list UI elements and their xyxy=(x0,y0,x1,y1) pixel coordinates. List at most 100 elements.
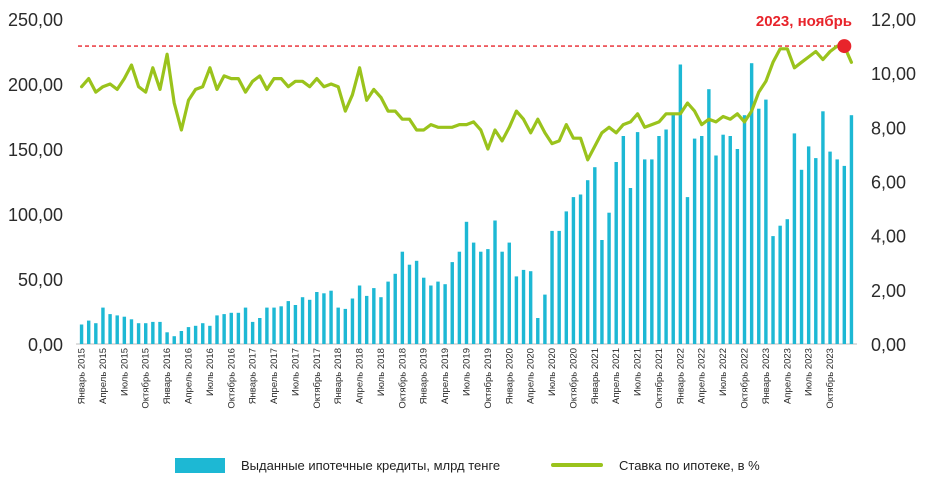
bar xyxy=(600,240,604,344)
left-tick-label: 0,00 xyxy=(28,335,63,355)
bar xyxy=(821,111,825,344)
bar xyxy=(279,306,283,344)
bar xyxy=(664,129,668,344)
legend-bar-label: Выданные ипотечные кредиты, млрд тенге xyxy=(241,457,501,473)
x-tick-label: Январь 2015 xyxy=(77,348,88,404)
right-tick-label: 10,00 xyxy=(871,64,916,84)
legend-line-label: Ставка по ипотеке, в % xyxy=(619,457,760,473)
bar xyxy=(849,115,854,344)
bar xyxy=(493,220,497,344)
bar xyxy=(322,293,326,344)
bar xyxy=(229,312,233,344)
bar xyxy=(115,315,119,344)
left-tick-label: 200,00 xyxy=(8,75,63,95)
right-tick-label: 8,00 xyxy=(871,118,906,138)
bar xyxy=(814,158,818,344)
x-tick-label: Июль 2020 xyxy=(547,348,558,396)
bar xyxy=(550,230,554,344)
bar xyxy=(307,299,312,344)
legend-line: Ставка по ипотеке, в % xyxy=(551,455,760,475)
left-axis-ticks: 0,00 50,00 100,00 150,00 200,00 250,00 xyxy=(8,10,63,355)
bar xyxy=(714,155,718,344)
right-tick-label: 12,00 xyxy=(871,10,916,30)
x-tick-label: Октябрь 2021 xyxy=(654,348,665,409)
bar xyxy=(243,307,248,344)
bar xyxy=(158,321,162,344)
x-tick-label: Октябрь 2018 xyxy=(397,348,408,409)
bar xyxy=(329,290,333,344)
bar xyxy=(208,325,212,344)
x-tick-label: Апрель 2021 xyxy=(611,348,622,404)
x-tick-label: Октябрь 2016 xyxy=(226,348,237,409)
x-tick-label: Апрель 2020 xyxy=(526,348,537,404)
legend-bar-swatch xyxy=(175,457,225,473)
bar xyxy=(479,251,483,344)
x-tick-label: Январь 2019 xyxy=(419,348,430,404)
bar xyxy=(186,327,191,344)
bar xyxy=(429,285,433,344)
x-tick-label: Июль 2017 xyxy=(290,348,301,396)
bar xyxy=(528,271,533,344)
bar xyxy=(400,251,405,344)
bar xyxy=(543,294,547,344)
x-tick-label: Апрель 2015 xyxy=(98,348,109,404)
bar xyxy=(707,89,711,344)
bar xyxy=(471,242,476,344)
x-tick-label: Январь 2023 xyxy=(761,348,772,404)
bar xyxy=(514,276,519,344)
bar xyxy=(835,159,839,344)
bar xyxy=(215,315,219,344)
bar xyxy=(657,136,661,344)
x-tick-label: Июль 2018 xyxy=(376,348,387,396)
left-tick-label: 250,00 xyxy=(8,10,63,30)
bar xyxy=(764,99,768,344)
x-tick-label: Апрель 2022 xyxy=(697,348,708,404)
bar xyxy=(129,319,134,344)
bar xyxy=(179,331,184,344)
x-tick-label: Июль 2015 xyxy=(119,348,130,396)
bar xyxy=(721,134,725,344)
bar xyxy=(293,305,298,344)
bar xyxy=(578,194,583,344)
bar xyxy=(286,301,290,344)
bar xyxy=(79,324,84,344)
bar xyxy=(136,323,141,344)
bar xyxy=(343,308,348,344)
bar xyxy=(393,273,397,344)
bar xyxy=(86,320,91,344)
bar xyxy=(108,314,112,344)
bar xyxy=(443,284,447,344)
bar xyxy=(500,251,504,344)
bar xyxy=(450,262,454,344)
bar xyxy=(728,136,732,344)
bar xyxy=(799,169,804,344)
x-tick-label: Январь 2020 xyxy=(504,348,515,404)
bar xyxy=(222,314,226,344)
line-series xyxy=(80,39,853,162)
x-tick-label: Апрель 2017 xyxy=(269,348,280,404)
left-tick-label: 50,00 xyxy=(18,270,63,290)
bar xyxy=(336,307,340,344)
x-axis-ticks: Январь 2015 Апрель 2015 Июль 2015 Октябрь 2… xyxy=(77,348,836,409)
bar xyxy=(464,221,469,344)
bar xyxy=(536,318,540,344)
bar xyxy=(749,63,754,344)
bar xyxy=(386,281,390,344)
bar xyxy=(165,332,169,344)
x-tick-label: Апрель 2018 xyxy=(355,348,366,404)
x-tick-label: Октябрь 2022 xyxy=(740,348,751,409)
bar xyxy=(650,159,654,344)
bar xyxy=(635,132,640,344)
bar xyxy=(258,318,262,344)
bar xyxy=(122,316,127,344)
bar xyxy=(379,297,383,344)
x-tick-label: Январь 2021 xyxy=(590,348,601,404)
x-tick-label: Январь 2017 xyxy=(248,348,259,404)
bar xyxy=(685,197,690,344)
bar xyxy=(507,242,511,344)
bar xyxy=(842,165,847,344)
x-tick-label: Январь 2022 xyxy=(675,348,686,404)
x-tick-label: Октябрь 2020 xyxy=(568,348,579,409)
x-tick-label: Октябрь 2019 xyxy=(483,348,494,409)
legend-bar: Выданные ипотечные кредиты, млрд тенге xyxy=(175,455,500,475)
